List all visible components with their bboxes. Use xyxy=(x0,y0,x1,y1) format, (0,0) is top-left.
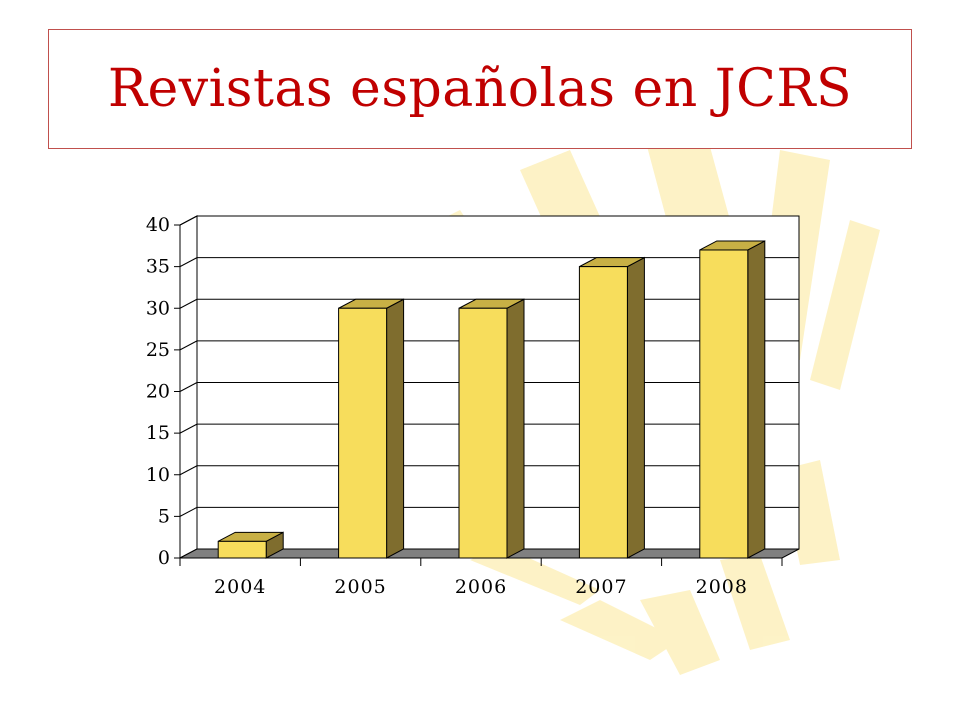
title-box: Revistas españolas en JCRS xyxy=(48,29,912,149)
gridline-depth xyxy=(179,298,198,309)
gridline-depth xyxy=(179,423,198,434)
bar-2005 xyxy=(338,307,388,559)
y-tick-label: 40 xyxy=(146,214,170,236)
y-tick-label: 20 xyxy=(146,381,170,403)
x-tick-label: 2005 xyxy=(334,576,386,598)
bar-2006 xyxy=(458,307,508,559)
y-tick-label: 30 xyxy=(146,297,170,319)
gridline-depth xyxy=(179,506,198,517)
x-tick-label: 2008 xyxy=(696,576,748,598)
slide-title: Revistas españolas en JCRS xyxy=(107,59,853,119)
y-tick-label: 35 xyxy=(146,256,170,278)
x-tick-label: 2007 xyxy=(575,576,627,598)
gridline-depth xyxy=(179,465,198,476)
bar-2008 xyxy=(699,249,749,559)
y-tick-label: 25 xyxy=(146,339,170,361)
y-tick-label: 15 xyxy=(146,422,170,444)
bar-side-2006 xyxy=(506,298,525,559)
gridline-depth xyxy=(179,340,198,351)
gridline-depth xyxy=(179,215,198,226)
bar-side-2005 xyxy=(386,298,405,559)
bar-side-2007 xyxy=(626,256,645,559)
bar-2004 xyxy=(217,540,267,559)
y-tick-label: 0 xyxy=(158,547,170,569)
x-tick-label: 2006 xyxy=(455,576,507,598)
y-tick-label: 5 xyxy=(158,505,170,527)
x-tick-label: 2004 xyxy=(214,576,266,598)
gridline-depth xyxy=(179,382,198,392)
gridline-depth xyxy=(179,257,198,268)
y-tick-label: 10 xyxy=(146,464,170,486)
bar-side-2008 xyxy=(747,240,766,559)
bar-2007 xyxy=(578,266,628,559)
